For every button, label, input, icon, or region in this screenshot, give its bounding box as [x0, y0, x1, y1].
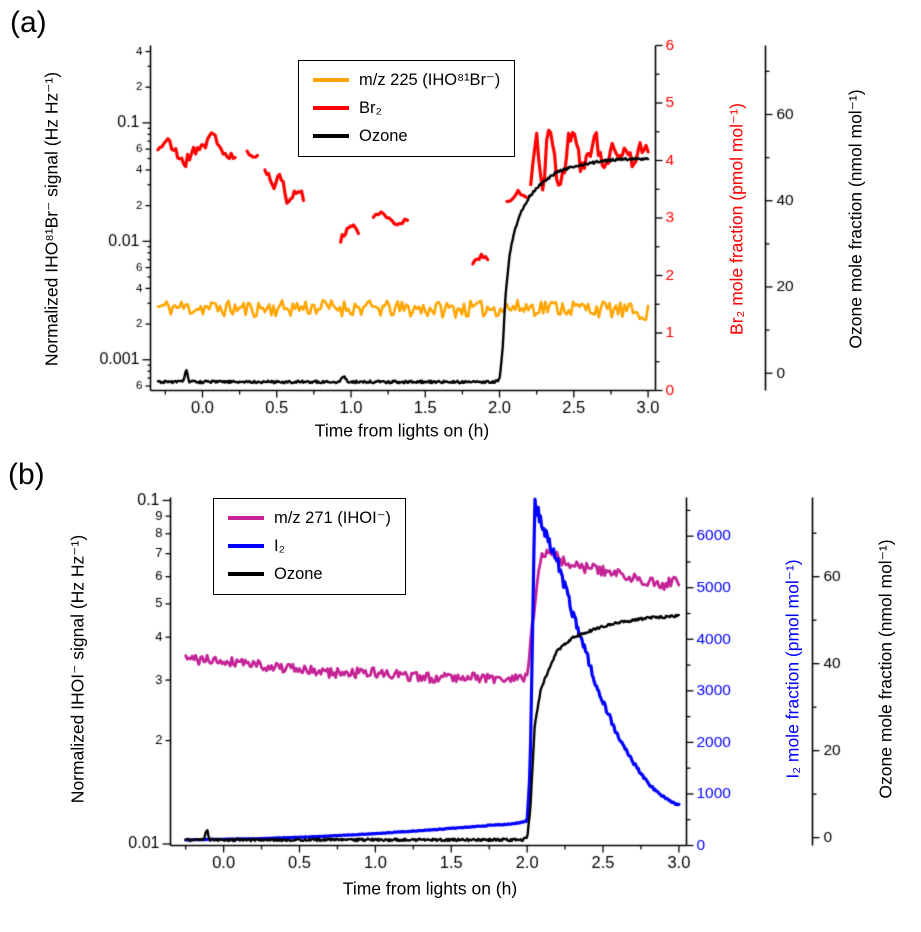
legend-line-swatch: [313, 134, 349, 139]
legend-label: I₂: [274, 536, 285, 555]
legend-item: I₂: [228, 537, 391, 556]
legend-line-swatch: [313, 106, 349, 111]
panel-b-legend: m/z 271 (IHOI⁻) I₂ Ozone: [213, 498, 406, 595]
panel-a-ozone-axis-title: Ozone mole fraction (nmol mol⁻¹): [845, 89, 866, 349]
legend-label: m/z 225 (IHO⁸¹Br⁻): [359, 71, 501, 89]
panel-a-left-axis-title: Normalized IHO⁸¹Br⁻ signal (Hz Hz⁻¹): [41, 71, 62, 367]
panel-b-x-axis-title: Time from lights on (h): [342, 878, 518, 899]
legend-item: Br₂: [313, 99, 500, 118]
legend-label: Br₂: [359, 98, 382, 117]
panel-a-br2-axis-title: Br₂ mole fraction (pmol mol⁻¹): [726, 103, 747, 335]
legend-item: Ozone: [313, 127, 500, 146]
panel-a-label: (a): [10, 6, 47, 39]
legend-label: Ozone: [359, 126, 408, 145]
legend-label: m/z 271 (IHOI⁻): [274, 509, 391, 527]
panel-b-i2-axis-title: I₂ mole fraction (pmol mol⁻¹): [782, 559, 803, 779]
panel-b-ozone-axis-title: Ozone mole fraction (nmol mol⁻¹): [875, 539, 896, 799]
legend-line-swatch: [228, 572, 264, 577]
panel-a-x-axis-title: Time from lights on (h): [314, 420, 490, 441]
legend-line-swatch: [228, 516, 264, 521]
legend-item: m/z 225 (IHO⁸¹Br⁻): [313, 71, 500, 90]
legend-item: Ozone: [228, 565, 391, 584]
legend-item: m/z 271 (IHOI⁻): [228, 509, 391, 528]
panel-b-left-axis-title: Normalized IHOI⁻ signal (Hz Hz⁻¹): [67, 534, 88, 804]
legend-line-swatch: [313, 78, 349, 83]
panel-a-legend: m/z 225 (IHO⁸¹Br⁻) Br₂ Ozone: [298, 60, 516, 157]
legend-line-swatch: [228, 544, 264, 549]
legend-label: Ozone: [274, 564, 323, 583]
panel-b-label: (b): [8, 458, 45, 491]
